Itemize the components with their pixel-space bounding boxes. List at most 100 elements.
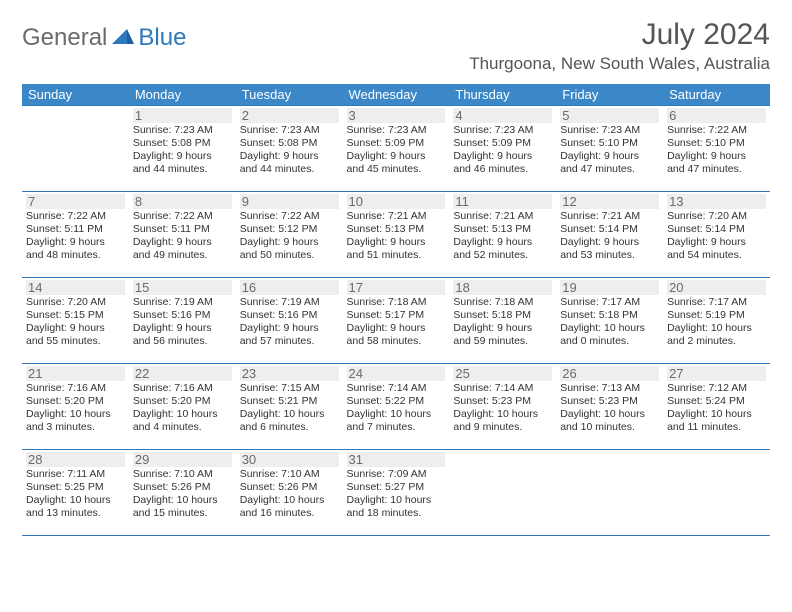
sunset-text: Sunset: 5:23 PM <box>560 395 659 408</box>
sunset-text: Sunset: 5:17 PM <box>347 309 446 322</box>
sunset-text: Sunset: 5:18 PM <box>560 309 659 322</box>
daylight-text: Daylight: 9 hours and 55 minutes. <box>26 322 125 348</box>
sunset-text: Sunset: 5:25 PM <box>26 481 125 494</box>
calendar-day-cell: 15Sunrise: 7:19 AMSunset: 5:16 PMDayligh… <box>129 278 236 364</box>
sunset-text: Sunset: 5:22 PM <box>347 395 446 408</box>
calendar-day-cell: 25Sunrise: 7:14 AMSunset: 5:23 PMDayligh… <box>449 364 556 450</box>
sunrise-text: Sunrise: 7:12 AM <box>667 382 766 395</box>
sunrise-text: Sunrise: 7:14 AM <box>453 382 552 395</box>
calendar-empty-cell <box>449 450 556 536</box>
sunset-text: Sunset: 5:13 PM <box>453 223 552 236</box>
sunset-text: Sunset: 5:26 PM <box>240 481 339 494</box>
calendar-day-cell: 26Sunrise: 7:13 AMSunset: 5:23 PMDayligh… <box>556 364 663 450</box>
calendar-day-cell: 30Sunrise: 7:10 AMSunset: 5:26 PMDayligh… <box>236 450 343 536</box>
daylight-text: Daylight: 10 hours and 3 minutes. <box>26 408 125 434</box>
calendar-week-row: 28Sunrise: 7:11 AMSunset: 5:25 PMDayligh… <box>22 450 770 536</box>
location-subtitle: Thurgoona, New South Wales, Australia <box>469 54 770 74</box>
daylight-text: Daylight: 9 hours and 53 minutes. <box>560 236 659 262</box>
weekday-header: Tuesday <box>236 84 343 106</box>
sunrise-text: Sunrise: 7:15 AM <box>240 382 339 395</box>
daylight-text: Daylight: 9 hours and 51 minutes. <box>347 236 446 262</box>
calendar-week-row: 14Sunrise: 7:20 AMSunset: 5:15 PMDayligh… <box>22 278 770 364</box>
calendar-week-row: 7Sunrise: 7:22 AMSunset: 5:11 PMDaylight… <box>22 192 770 278</box>
sunset-text: Sunset: 5:14 PM <box>560 223 659 236</box>
sunrise-text: Sunrise: 7:23 AM <box>240 124 339 137</box>
day-number: 25 <box>453 366 552 381</box>
calendar-day-cell: 7Sunrise: 7:22 AMSunset: 5:11 PMDaylight… <box>22 192 129 278</box>
sunset-text: Sunset: 5:11 PM <box>133 223 232 236</box>
sunset-text: Sunset: 5:14 PM <box>667 223 766 236</box>
sunset-text: Sunset: 5:16 PM <box>240 309 339 322</box>
sunrise-text: Sunrise: 7:22 AM <box>26 210 125 223</box>
day-number: 5 <box>560 108 659 123</box>
day-number: 8 <box>133 194 232 209</box>
sunset-text: Sunset: 5:20 PM <box>26 395 125 408</box>
daylight-text: Daylight: 9 hours and 49 minutes. <box>133 236 232 262</box>
calendar-table: SundayMondayTuesdayWednesdayThursdayFrid… <box>22 84 770 536</box>
daylight-text: Daylight: 9 hours and 44 minutes. <box>240 150 339 176</box>
daylight-text: Daylight: 10 hours and 4 minutes. <box>133 408 232 434</box>
sunrise-text: Sunrise: 7:19 AM <box>240 296 339 309</box>
calendar-week-row: 21Sunrise: 7:16 AMSunset: 5:20 PMDayligh… <box>22 364 770 450</box>
sunset-text: Sunset: 5:23 PM <box>453 395 552 408</box>
sunrise-text: Sunrise: 7:09 AM <box>347 468 446 481</box>
day-number: 26 <box>560 366 659 381</box>
day-number: 16 <box>240 280 339 295</box>
sunset-text: Sunset: 5:08 PM <box>240 137 339 150</box>
sunrise-text: Sunrise: 7:23 AM <box>453 124 552 137</box>
sunset-text: Sunset: 5:11 PM <box>26 223 125 236</box>
daylight-text: Daylight: 10 hours and 10 minutes. <box>560 408 659 434</box>
calendar-body: 1Sunrise: 7:23 AMSunset: 5:08 PMDaylight… <box>22 106 770 536</box>
calendar-day-cell: 16Sunrise: 7:19 AMSunset: 5:16 PMDayligh… <box>236 278 343 364</box>
day-number: 7 <box>26 194 125 209</box>
calendar-day-cell: 2Sunrise: 7:23 AMSunset: 5:08 PMDaylight… <box>236 106 343 192</box>
sunset-text: Sunset: 5:10 PM <box>560 137 659 150</box>
calendar-day-cell: 9Sunrise: 7:22 AMSunset: 5:12 PMDaylight… <box>236 192 343 278</box>
day-number: 12 <box>560 194 659 209</box>
daylight-text: Daylight: 9 hours and 54 minutes. <box>667 236 766 262</box>
sunrise-text: Sunrise: 7:10 AM <box>240 468 339 481</box>
calendar-day-cell: 4Sunrise: 7:23 AMSunset: 5:09 PMDaylight… <box>449 106 556 192</box>
day-number: 10 <box>347 194 446 209</box>
day-number: 17 <box>347 280 446 295</box>
sunrise-text: Sunrise: 7:16 AM <box>133 382 232 395</box>
day-number: 3 <box>347 108 446 123</box>
calendar-day-cell: 6Sunrise: 7:22 AMSunset: 5:10 PMDaylight… <box>663 106 770 192</box>
calendar-week-row: 1Sunrise: 7:23 AMSunset: 5:08 PMDaylight… <box>22 106 770 192</box>
calendar-day-cell: 11Sunrise: 7:21 AMSunset: 5:13 PMDayligh… <box>449 192 556 278</box>
sunrise-text: Sunrise: 7:23 AM <box>347 124 446 137</box>
calendar-day-cell: 8Sunrise: 7:22 AMSunset: 5:11 PMDaylight… <box>129 192 236 278</box>
daylight-text: Daylight: 9 hours and 47 minutes. <box>667 150 766 176</box>
sunset-text: Sunset: 5:16 PM <box>133 309 232 322</box>
calendar-empty-cell <box>22 106 129 192</box>
day-number: 18 <box>453 280 552 295</box>
sunrise-text: Sunrise: 7:20 AM <box>26 296 125 309</box>
calendar-day-cell: 20Sunrise: 7:17 AMSunset: 5:19 PMDayligh… <box>663 278 770 364</box>
sunrise-text: Sunrise: 7:16 AM <box>26 382 125 395</box>
sunset-text: Sunset: 5:19 PM <box>667 309 766 322</box>
sunset-text: Sunset: 5:26 PM <box>133 481 232 494</box>
day-number: 4 <box>453 108 552 123</box>
day-number: 21 <box>26 366 125 381</box>
sunrise-text: Sunrise: 7:18 AM <box>453 296 552 309</box>
sunset-text: Sunset: 5:09 PM <box>453 137 552 150</box>
day-number: 1 <box>133 108 232 123</box>
calendar-day-cell: 18Sunrise: 7:18 AMSunset: 5:18 PMDayligh… <box>449 278 556 364</box>
calendar-empty-cell <box>556 450 663 536</box>
logo-text-blue: Blue <box>138 24 186 52</box>
weekday-header: Thursday <box>449 84 556 106</box>
day-number: 13 <box>667 194 766 209</box>
calendar-day-cell: 29Sunrise: 7:10 AMSunset: 5:26 PMDayligh… <box>129 450 236 536</box>
sunrise-text: Sunrise: 7:23 AM <box>133 124 232 137</box>
logo-triangle-icon <box>112 27 134 50</box>
daylight-text: Daylight: 10 hours and 13 minutes. <box>26 494 125 520</box>
daylight-text: Daylight: 10 hours and 9 minutes. <box>453 408 552 434</box>
sunrise-text: Sunrise: 7:22 AM <box>133 210 232 223</box>
sunset-text: Sunset: 5:15 PM <box>26 309 125 322</box>
calendar-day-cell: 27Sunrise: 7:12 AMSunset: 5:24 PMDayligh… <box>663 364 770 450</box>
daylight-text: Daylight: 9 hours and 56 minutes. <box>133 322 232 348</box>
day-number: 14 <box>26 280 125 295</box>
calendar-day-cell: 13Sunrise: 7:20 AMSunset: 5:14 PMDayligh… <box>663 192 770 278</box>
calendar-day-cell: 28Sunrise: 7:11 AMSunset: 5:25 PMDayligh… <box>22 450 129 536</box>
daylight-text: Daylight: 10 hours and 16 minutes. <box>240 494 339 520</box>
